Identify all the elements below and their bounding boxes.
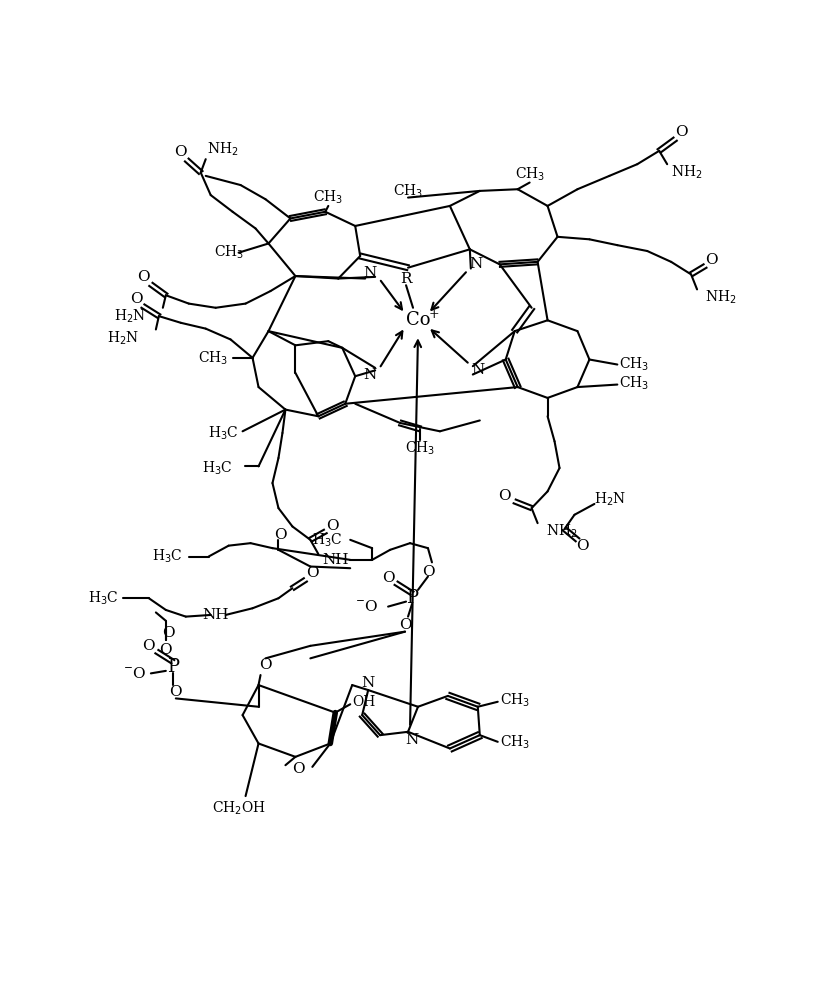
Text: H$_2$N: H$_2$N [107,329,139,347]
Text: O: O [576,538,589,552]
Text: CH$_3$: CH$_3$ [199,349,229,367]
Text: H$_3$C: H$_3$C [152,547,183,565]
Text: H$_3$C: H$_3$C [311,531,342,548]
Text: O: O [382,571,394,585]
Text: O: O [138,270,150,284]
Text: CH$_3$: CH$_3$ [405,440,435,457]
Text: NH: NH [322,553,348,567]
Text: $^{-}$O: $^{-}$O [355,599,378,614]
Text: O: O [143,639,155,653]
Text: N: N [471,363,484,378]
Text: H$_2$N: H$_2$N [595,492,627,508]
Text: NH$_2$: NH$_2$ [545,522,577,540]
Text: P: P [406,589,418,607]
Text: H$_2$N: H$_2$N [114,307,146,325]
Text: N: N [406,733,418,747]
Text: NH$_2$: NH$_2$ [671,164,703,181]
Text: CH$_3$: CH$_3$ [313,188,343,206]
Text: O: O [675,126,687,140]
Text: O: O [170,685,182,699]
Text: CH$_3$: CH$_3$ [620,374,650,392]
Text: H$_3$C: H$_3$C [89,589,119,607]
Text: N: N [363,266,377,280]
Text: N: N [363,368,377,382]
Text: $^{-}$O: $^{-}$O [123,666,146,681]
Text: O: O [422,564,434,578]
Text: H$_3$C: H$_3$C [202,460,233,477]
Text: R: R [400,271,412,285]
Text: O: O [259,658,272,672]
Text: O: O [129,292,142,306]
Text: O: O [326,518,339,532]
Text: CH$_3$: CH$_3$ [214,244,244,261]
Text: OH: OH [352,695,376,709]
Text: O: O [292,762,305,776]
Text: CH$_3$: CH$_3$ [499,691,530,709]
Text: CH$_3$: CH$_3$ [499,733,530,751]
Text: +: + [428,308,439,321]
Text: NH$_2$: NH$_2$ [207,141,238,158]
Text: O: O [399,618,412,632]
Text: O: O [163,626,175,640]
Text: CH$_2$OH: CH$_2$OH [211,800,266,818]
Text: CH$_3$: CH$_3$ [514,166,544,182]
Text: O: O [705,253,717,267]
Text: CH$_3$: CH$_3$ [393,182,423,199]
Text: NH: NH [202,608,229,622]
Text: N: N [362,676,375,690]
Text: N: N [469,257,483,271]
Text: CH$_3$: CH$_3$ [620,356,650,373]
Text: Co: Co [406,311,430,329]
Text: O: O [159,643,172,657]
Text: O: O [498,490,511,503]
Text: O: O [306,566,319,580]
Text: NH$_2$: NH$_2$ [705,289,736,306]
Text: P: P [167,658,179,676]
Text: H$_3$C: H$_3$C [208,425,239,442]
Text: O: O [175,145,187,159]
Text: O: O [274,527,286,541]
